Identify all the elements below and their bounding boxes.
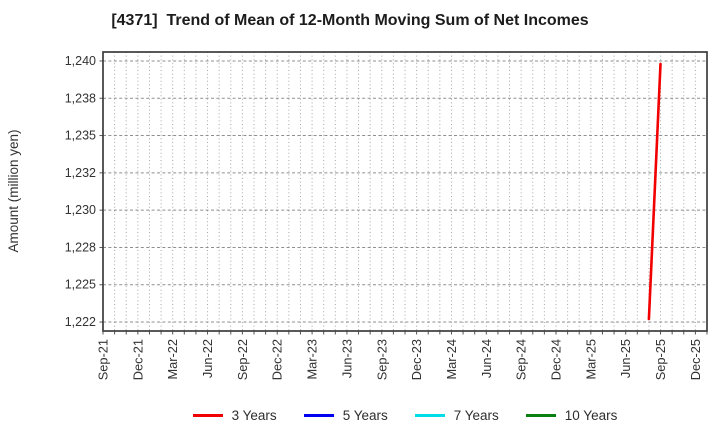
y-tick-label: 1,235 <box>65 129 96 143</box>
y-tick-label: 1,225 <box>65 278 96 292</box>
x-tick-label: Sep-22 <box>235 339 250 380</box>
legend-label-7-years: 7 Years <box>453 407 499 423</box>
x-tick-label: Jun-25 <box>618 339 633 378</box>
legend-label-10-years: 10 Years <box>564 407 618 423</box>
legend: 3 Years 5 Years 7 Years 10 Years <box>103 403 707 427</box>
legend-item-3-years: 3 Years <box>192 407 277 423</box>
x-tick-label: Sep-21 <box>96 339 111 380</box>
y-tick-label: 1,228 <box>65 240 96 254</box>
x-tick-label: Mar-23 <box>305 339 320 380</box>
series-layer <box>647 62 662 321</box>
x-tick-label: Dec-22 <box>270 339 285 380</box>
legend-label-3-years: 3 Years <box>231 407 277 423</box>
legend-line-swatch-3-years <box>192 413 223 417</box>
x-tick-labels: Sep-21 Dec-21 Mar-22 Jun-22 Sep-22 Dec-22 Mar-… <box>96 339 703 380</box>
x-tick-label: Jun-24 <box>479 339 494 378</box>
y-tick-label: 1,232 <box>65 166 96 180</box>
x-tick-label: Sep-23 <box>374 339 389 380</box>
legend-item-10-years: 10 Years <box>525 407 618 423</box>
x-tick-label: Jun-23 <box>339 339 354 378</box>
y-tick-label: 1,240 <box>65 54 96 68</box>
y-tick-label: 1,230 <box>65 203 96 217</box>
y-axis-title: Amount (million yen) <box>6 129 21 252</box>
x-tick-label: Dec-23 <box>409 339 424 380</box>
y-tick-labels: 1,240 1,238 1,235 1,232 1,230 1,228 1,225 1,222 <box>65 54 96 329</box>
x-tick-label: Dec-24 <box>549 339 564 380</box>
x-tick-label: Sep-24 <box>514 339 529 380</box>
legend-line-swatch-7-years <box>414 413 445 417</box>
legend-item-7-years: 7 Years <box>414 407 499 423</box>
chart-title: [4371] Trend of Mean of 12-Month Moving … <box>111 12 589 29</box>
x-tick-label: Dec-25 <box>688 339 703 380</box>
plot-border <box>102 51 708 332</box>
legend-label-5-years: 5 Years <box>342 407 388 423</box>
legend-line-swatch-5-years <box>303 413 334 417</box>
x-tick-label: Mar-24 <box>444 339 459 380</box>
y-tick-label: 1,238 <box>65 91 96 105</box>
y-tick-label: 1,222 <box>65 315 96 329</box>
x-tick-label: Mar-25 <box>583 339 598 380</box>
axis-ticks-layer <box>99 60 708 335</box>
legend-item-5-years: 5 Years <box>303 407 388 423</box>
x-tick-label: Mar-22 <box>165 339 180 380</box>
series-line-3-years <box>647 62 662 321</box>
legend-line-swatch-10-years <box>525 413 556 417</box>
grid-layer <box>103 52 707 331</box>
x-tick-label: Sep-25 <box>653 339 668 380</box>
x-tick-label: Jun-22 <box>200 339 215 378</box>
x-tick-label: Dec-21 <box>130 339 145 380</box>
